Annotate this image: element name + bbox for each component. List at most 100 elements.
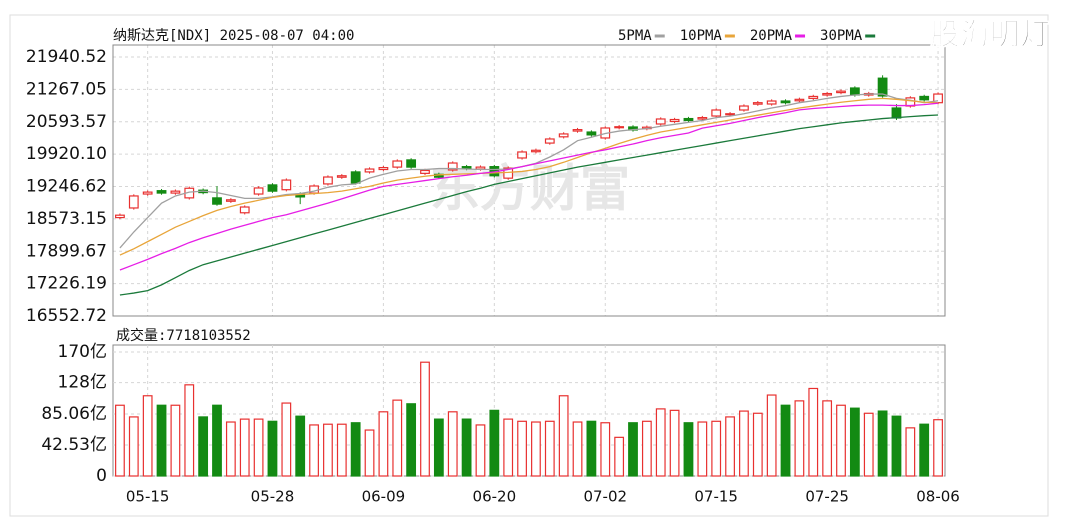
x-tick-label: 08-06 (916, 488, 960, 506)
y-tick-label: 19246.62 (26, 177, 107, 197)
volume-bar (711, 420, 722, 477)
volume-title: 成交量:7718103552 (116, 327, 251, 344)
volume-bar (461, 418, 472, 477)
volume-bar (739, 410, 749, 477)
volume-bar (170, 404, 181, 477)
y-tick-label: 20593.57 (26, 112, 107, 132)
volume-bar (669, 409, 680, 477)
candle-body (697, 116, 708, 120)
candle-body (669, 118, 680, 123)
candle-body (115, 214, 125, 219)
candle-body (142, 191, 153, 195)
candle-body (766, 100, 777, 105)
volume-bar (572, 421, 583, 477)
volume-bar (544, 420, 555, 477)
volume-bar (933, 419, 943, 477)
volume-bar (447, 411, 458, 477)
candle-body (614, 126, 625, 129)
volume-bar (808, 387, 819, 477)
volume-bar (225, 421, 236, 477)
candle-body (544, 138, 555, 144)
volume-bar (794, 400, 805, 477)
volume-bar (433, 418, 444, 477)
y-tick-label: 170亿 (58, 342, 107, 362)
volume-bar (406, 403, 417, 477)
volume-bar (156, 404, 167, 477)
candle-body (156, 190, 167, 194)
candle-body (253, 187, 264, 195)
volume-bar (531, 421, 541, 477)
x-tick-label: 05-15 (126, 488, 170, 506)
volume-bar (517, 420, 527, 477)
volume-bar (323, 423, 333, 477)
volume-bar (253, 418, 264, 477)
volume-bar (614, 436, 625, 477)
volume-bar (198, 416, 209, 477)
volume-bar (128, 416, 139, 477)
volume-bar (489, 409, 500, 477)
candle-body (170, 190, 181, 194)
candle-body (586, 131, 597, 136)
volume-bar (655, 408, 666, 477)
volume-bar (877, 410, 888, 477)
y-tick-label: 85.06亿 (41, 404, 107, 424)
legend-label: 20PMA (750, 28, 793, 44)
volume-bar (780, 404, 791, 477)
candle-body (350, 171, 361, 184)
y-tick-label: 19920.10 (26, 144, 107, 164)
volume-bar (212, 404, 222, 477)
y-tick-label: 128亿 (58, 373, 107, 393)
candle-body (849, 87, 860, 96)
candle-body (364, 168, 375, 173)
candle-body (281, 179, 292, 191)
candle-body (461, 166, 472, 170)
volume-bar (142, 395, 153, 477)
candle-body (128, 195, 139, 209)
candle-body (933, 93, 943, 104)
volume-bar (350, 422, 361, 477)
candle-body (752, 102, 763, 105)
ma-line (119, 97, 939, 256)
volume-bar (891, 415, 902, 477)
x-tick-label: 06-20 (473, 488, 517, 506)
ma-line (119, 102, 939, 271)
volume-bar (475, 424, 486, 477)
candle-body (517, 151, 527, 159)
candle-body (655, 118, 666, 125)
candle-body (336, 175, 347, 178)
candle-body (239, 206, 250, 214)
volume-bar (336, 423, 347, 477)
candle-body (531, 149, 541, 153)
candle-body (780, 100, 791, 104)
volume-bar (184, 384, 195, 477)
volume-bar (378, 411, 389, 477)
candle-body (794, 98, 805, 102)
candle-body (808, 95, 819, 99)
volume-bar (115, 404, 125, 477)
volume-bar (919, 423, 930, 477)
volume-bar (392, 399, 403, 477)
volume-bar (641, 420, 652, 477)
y-tick-label: 21267.05 (26, 79, 107, 99)
candle-body (447, 162, 458, 171)
candle-body (558, 133, 569, 138)
candle-body (267, 184, 278, 192)
volume-bar (600, 422, 611, 477)
candle-body (406, 159, 417, 168)
volume-bar (267, 420, 278, 477)
x-tick-label: 07-15 (694, 488, 738, 506)
volume-bar (905, 427, 916, 477)
volume-bar (295, 415, 306, 477)
legend-label: 5PMA (618, 28, 652, 44)
volume-bar (683, 422, 694, 477)
volume-bar (822, 400, 833, 477)
candle-body (378, 166, 389, 171)
candle-body (919, 95, 930, 101)
volume-bar (239, 418, 250, 477)
volume-bar (766, 394, 777, 477)
volume-bar (849, 407, 860, 477)
candle-body (420, 169, 430, 174)
y-tick-label: 16552.72 (26, 306, 107, 326)
